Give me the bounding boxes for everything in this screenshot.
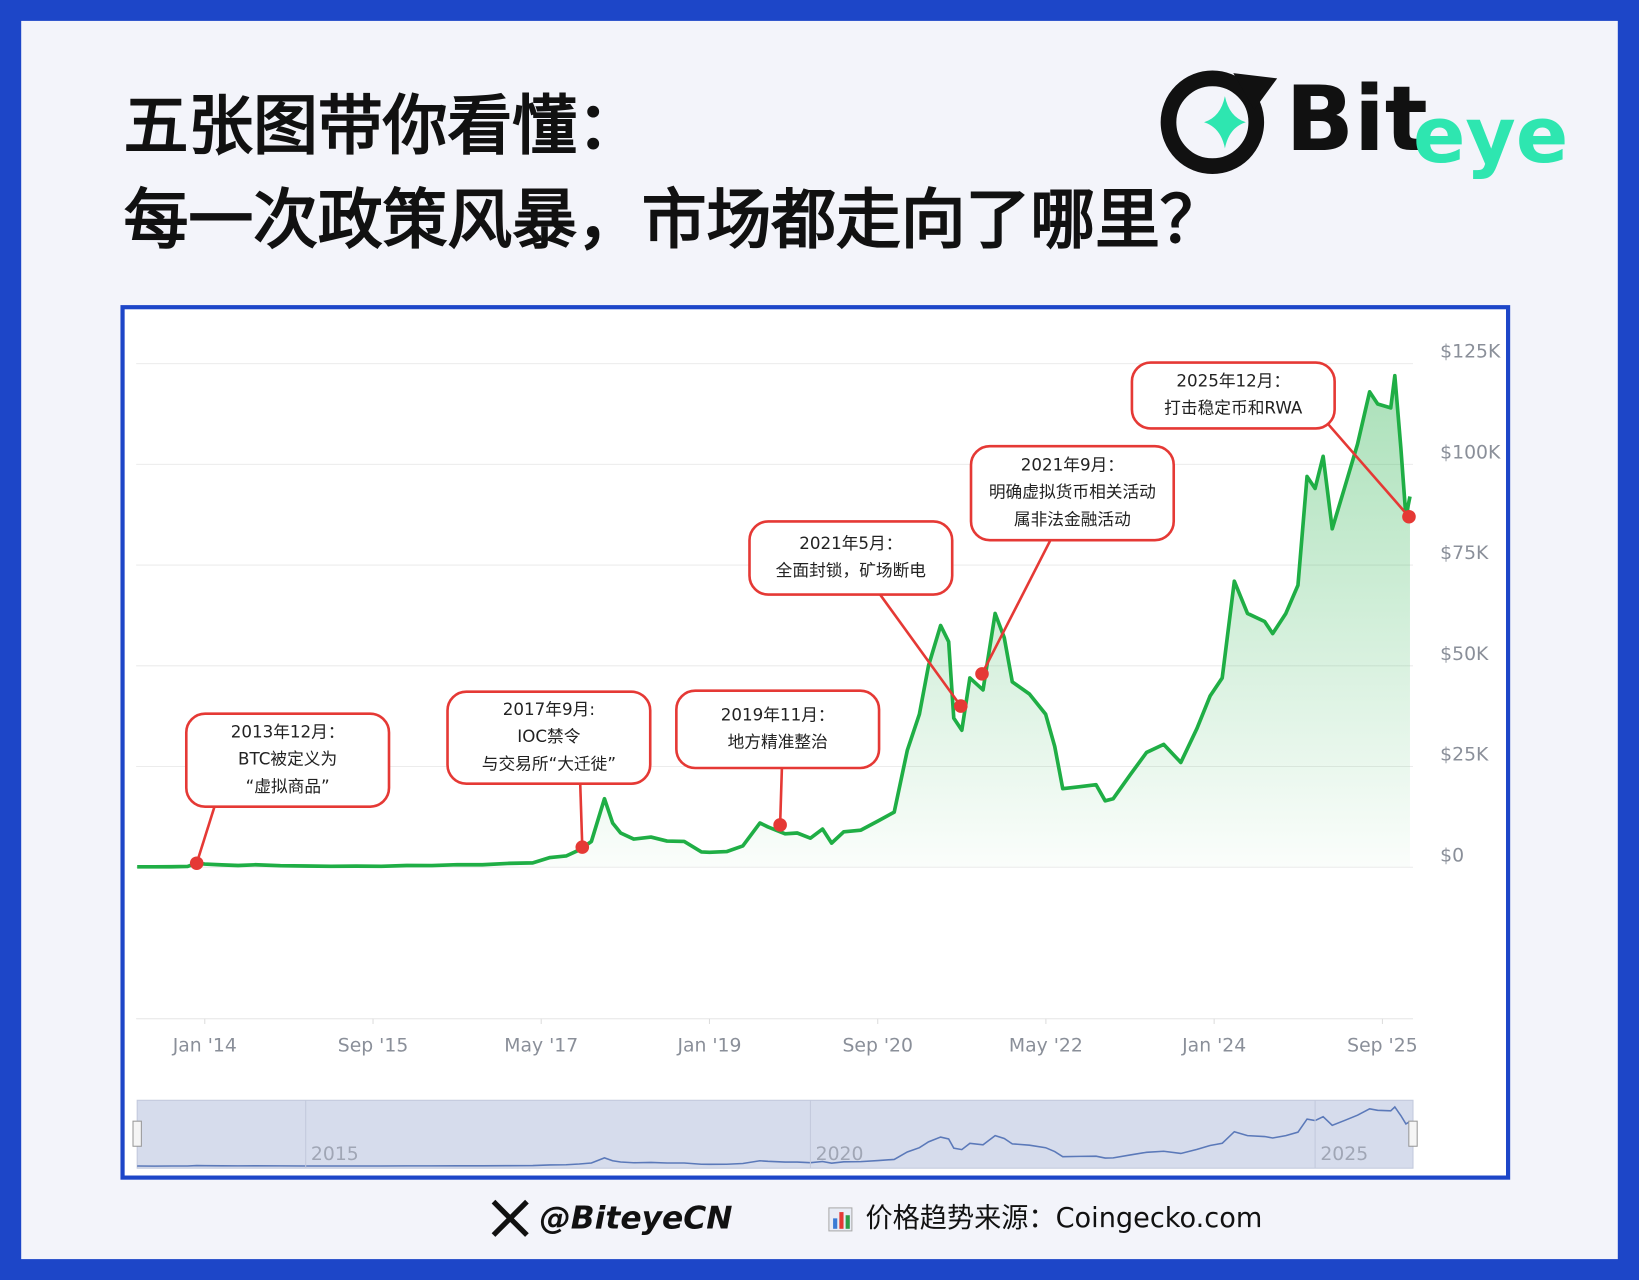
annotation-marker <box>189 856 204 871</box>
title-line: 五张图带你看懂： <box>124 89 642 164</box>
annotation-text: 打击稳定币和RWA <box>1164 398 1303 418</box>
annotation-text: 2017年9月: <box>503 699 595 719</box>
navigator-label: 2015 <box>311 1144 359 1165</box>
title-line: 每一次政策风暴，市场都走向了哪里？ <box>124 183 1225 258</box>
annotation-text: 属非法金融活动 <box>1014 509 1131 529</box>
x-tick-label: May '17 <box>504 1035 578 1056</box>
y-tick-label: $75K <box>1440 543 1489 564</box>
annotation: 2021年5月： 全面封锁，矿场断电 <box>748 520 968 713</box>
annotation-marker <box>575 840 590 854</box>
navigator-label: 2025 <box>1320 1144 1368 1165</box>
x-tick-label: Sep '20 <box>842 1035 913 1056</box>
annotation-pointer <box>980 539 1052 675</box>
annotation-pointer <box>1326 422 1410 518</box>
annotation-box <box>446 690 652 785</box>
annotation-box <box>969 444 1176 542</box>
annotation-pointer <box>195 806 216 864</box>
annotation-text: IOC禁令 <box>517 726 580 746</box>
navigator <box>136 1099 1414 1169</box>
price-line <box>137 373 1412 869</box>
annotation-marker <box>1402 509 1416 524</box>
annotation-box <box>1130 361 1336 430</box>
x-tick-label: May '22 <box>1009 1035 1083 1056</box>
annotation-pointer <box>578 783 584 848</box>
y-tick-label: $100K <box>1440 442 1501 463</box>
y-tick-label: $50K <box>1440 644 1489 665</box>
annotation-text: 明确虚拟货币相关活动 <box>989 482 1156 502</box>
x-tick-label: Sep '15 <box>338 1035 409 1056</box>
footer-source: 价格趋势来源：Coingecko.com <box>865 1203 1262 1234</box>
navigator-handle <box>1408 1120 1418 1147</box>
x-tick-label: Sep '25 <box>1347 1035 1418 1056</box>
navigator-label: 2020 <box>816 1144 864 1165</box>
logo-text: eye <box>1413 91 1568 181</box>
price-area <box>137 375 1410 868</box>
y-tick-label: $25K <box>1440 745 1489 766</box>
navigator-line <box>137 1105 1411 1167</box>
annotation: 2013年12月： BTC被定义为 “虚拟商品” <box>184 712 391 871</box>
logo-text: Bit <box>1286 68 1428 172</box>
annotation-text: 地方精准整治 <box>728 731 828 751</box>
annotation-box <box>184 712 391 808</box>
x-tick-label: Jan '24 <box>1181 1035 1246 1056</box>
x-tick-label: Jan '14 <box>172 1035 237 1056</box>
annotation-text: BTC被定义为 <box>238 749 337 769</box>
annotation-marker <box>954 699 968 713</box>
annotation-text: 全面封锁，矿场断电 <box>776 560 927 580</box>
navigator-handle <box>132 1120 142 1147</box>
annotation-marker <box>975 667 989 681</box>
annotation-text: 与交易所“大迁徙” <box>482 753 616 773</box>
chart-icon <box>828 1207 853 1232</box>
x-logo <box>491 1199 529 1237</box>
annotation-text: 2025年12月： <box>1176 370 1290 390</box>
annotation-pointer <box>879 593 962 707</box>
annotation-box <box>675 689 881 770</box>
x-tick-label: Jan '19 <box>676 1035 741 1056</box>
annotation-text: 2013年12月： <box>231 721 345 741</box>
y-tick-label: $0 <box>1440 845 1464 866</box>
annotation-text: “虚拟商品” <box>246 776 330 796</box>
plot: $0 $25K $50K $75K $100K $125K Jan '14 Sep '15 Ma… <box>132 342 1501 1169</box>
annotation: 2019年11月： 地方精准整治 <box>675 689 881 832</box>
annotation-text: 2019年11月： <box>721 704 835 724</box>
logo-icon <box>1160 70 1278 174</box>
annotation-pointer <box>778 767 784 825</box>
y-tick-label: $125K <box>1440 342 1501 363</box>
annotation-box <box>748 520 954 596</box>
footer-handle: @BiteyeCN <box>539 1200 732 1236</box>
annotation-text: 2021年5月： <box>799 533 902 553</box>
annotation: 2025年12月： 打击稳定币和RWA <box>1130 361 1416 524</box>
annotation-marker <box>773 818 787 832</box>
annotation-text: 2021年9月： <box>1021 455 1124 475</box>
